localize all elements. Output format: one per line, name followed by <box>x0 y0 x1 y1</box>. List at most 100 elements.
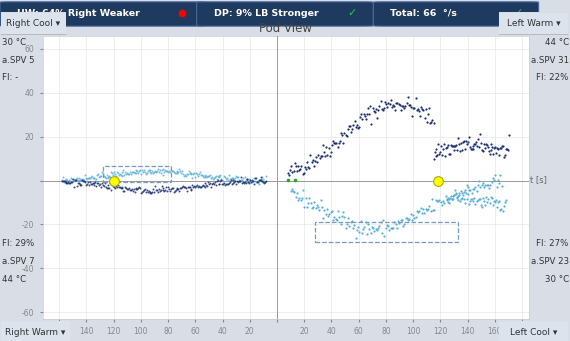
Point <box>193 182 202 188</box>
Point <box>403 94 412 100</box>
Point <box>462 141 471 147</box>
Point <box>332 140 341 146</box>
Point <box>445 200 454 206</box>
Point <box>469 186 478 191</box>
Point <box>317 204 327 209</box>
Point <box>177 185 186 190</box>
Point <box>241 177 250 183</box>
Point <box>124 186 133 191</box>
Point <box>141 171 150 176</box>
Point <box>181 186 190 191</box>
Point <box>57 179 66 184</box>
Point <box>292 190 302 196</box>
Point <box>357 111 366 117</box>
Point <box>408 113 417 118</box>
Point <box>91 179 100 185</box>
Point <box>418 207 428 212</box>
Point <box>491 197 500 202</box>
Point <box>283 177 292 182</box>
Point <box>233 175 242 180</box>
Point <box>133 187 142 192</box>
Point <box>500 199 509 205</box>
Point <box>152 187 161 192</box>
Point <box>323 152 332 158</box>
Point <box>88 176 97 181</box>
Point <box>104 175 113 180</box>
Point <box>426 208 435 214</box>
Point <box>237 175 246 180</box>
Point <box>311 158 320 164</box>
Point <box>476 184 485 190</box>
Point <box>250 181 259 187</box>
Point <box>139 188 148 193</box>
Point <box>386 98 395 103</box>
Point <box>89 176 98 181</box>
Point <box>154 169 164 174</box>
Point <box>388 103 397 108</box>
Point <box>137 191 146 196</box>
Point <box>98 183 107 188</box>
Point <box>445 151 454 157</box>
Point <box>501 197 510 203</box>
Point <box>71 177 80 183</box>
Point <box>473 143 482 148</box>
Point <box>291 194 300 199</box>
Point <box>417 210 426 216</box>
Point <box>230 179 239 185</box>
Point <box>302 166 311 171</box>
Point <box>198 182 207 188</box>
Point <box>113 170 123 176</box>
Point <box>392 225 401 230</box>
Point <box>168 185 177 191</box>
Point <box>256 177 265 182</box>
Point <box>196 173 205 178</box>
Point <box>127 171 136 176</box>
Point <box>187 186 196 192</box>
Point <box>103 186 112 191</box>
Point <box>492 146 502 151</box>
Point <box>436 199 445 205</box>
Point <box>394 101 403 107</box>
Point <box>125 169 135 175</box>
Point <box>65 177 74 182</box>
Point <box>118 169 127 175</box>
Point <box>132 186 141 191</box>
Point <box>330 214 339 220</box>
Point <box>288 188 298 193</box>
Point <box>209 180 218 185</box>
Point <box>127 186 136 191</box>
Point <box>470 195 479 201</box>
Point <box>165 169 174 174</box>
Point <box>108 181 117 186</box>
Point <box>404 217 413 223</box>
Point <box>360 225 369 230</box>
Point <box>61 177 70 182</box>
Point <box>222 175 231 181</box>
Point <box>307 159 316 165</box>
Point <box>77 182 86 187</box>
Point <box>98 172 107 177</box>
Point <box>317 154 327 159</box>
Point <box>130 190 139 195</box>
Point <box>447 196 457 202</box>
Point <box>57 177 66 182</box>
Point <box>102 173 111 178</box>
Point <box>393 218 402 223</box>
Point <box>365 226 374 231</box>
Point <box>256 178 265 183</box>
Point <box>169 170 178 175</box>
Point <box>410 105 419 110</box>
Point <box>333 208 343 214</box>
Point <box>162 169 171 174</box>
Point <box>229 176 238 181</box>
Point <box>498 209 507 214</box>
Point <box>123 186 132 192</box>
Point <box>96 181 105 187</box>
Point <box>415 208 424 213</box>
Point <box>291 163 300 168</box>
Point <box>114 184 123 190</box>
Point <box>484 196 493 202</box>
Point <box>93 180 102 186</box>
Point <box>298 195 307 201</box>
Point <box>200 172 209 177</box>
